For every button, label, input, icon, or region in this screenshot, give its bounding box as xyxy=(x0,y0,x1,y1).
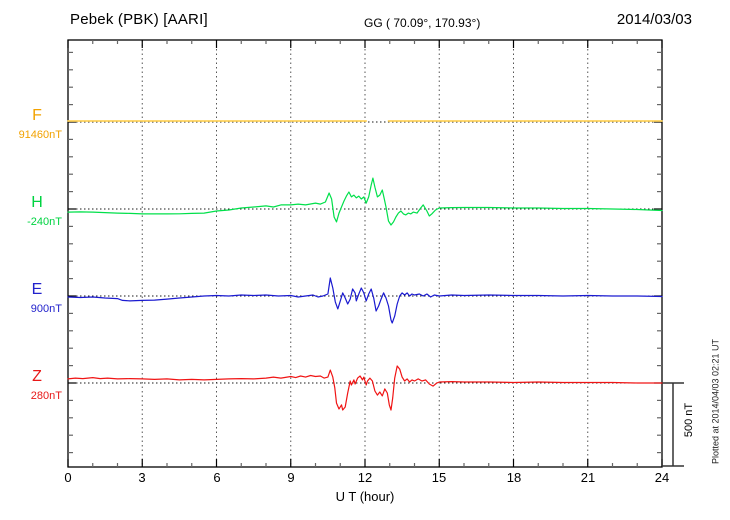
channel-baseline-H: -240nT xyxy=(27,216,62,228)
trace-Z xyxy=(67,365,663,411)
x-tick-21: 21 xyxy=(580,470,596,485)
trace-E xyxy=(67,277,663,324)
channel-baseline-E: 900nT xyxy=(30,303,62,315)
x-tick-15: 15 xyxy=(431,470,447,485)
x-axis-title: U T (hour) xyxy=(335,489,395,504)
x-tick-9: 9 xyxy=(287,470,295,485)
channel-baseline-F: 91460nT xyxy=(18,129,62,141)
channel-label-Z: Z xyxy=(32,368,42,385)
x-tick-6: 6 xyxy=(213,470,221,485)
x-tick-0: 0 xyxy=(64,470,72,485)
x-tick-3: 3 xyxy=(138,470,146,485)
channel-label-E: E xyxy=(31,281,43,298)
geographic-coordinates: GG ( 70.09°, 170.93°) xyxy=(364,16,481,30)
x-tick-18: 18 xyxy=(506,470,522,485)
channel-label-H: H xyxy=(31,194,43,211)
plot-date: 2014/03/03 xyxy=(616,11,692,28)
x-tick-12: 12 xyxy=(357,470,373,485)
channel-baseline-Z: 280nT xyxy=(30,390,62,402)
plotted-at-note: Plotted at 2014/04/03 02:21 UT xyxy=(710,338,721,465)
channel-label-F: F xyxy=(32,107,42,124)
trace-H xyxy=(67,177,663,226)
scale-bar-label: 500 nT xyxy=(683,402,695,438)
station-title: Pebek (PBK) [AARI] xyxy=(70,11,208,28)
x-tick-24: 24 xyxy=(654,470,670,485)
